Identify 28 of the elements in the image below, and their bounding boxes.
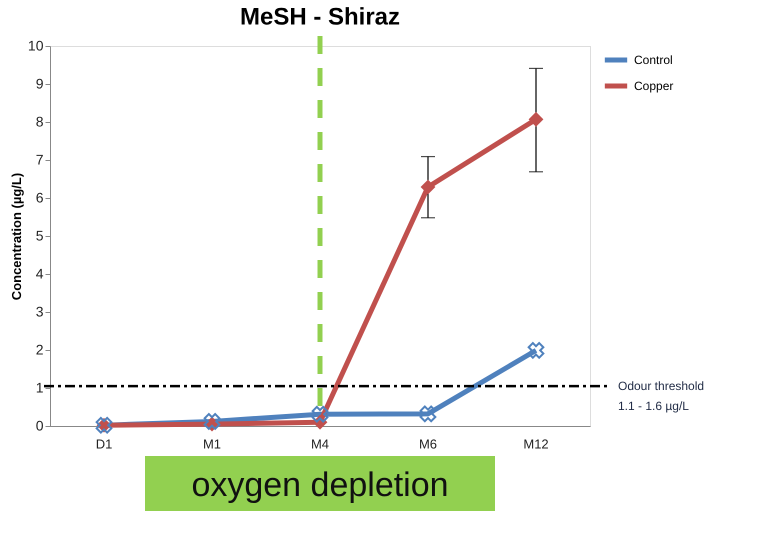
y-tick-label: 6 bbox=[36, 190, 44, 206]
y-tick-label: 5 bbox=[36, 228, 44, 244]
x-tick-label: M4 bbox=[310, 436, 330, 452]
ref-line-label: Odour threshold 1.1 - 1.6 µg/L bbox=[618, 379, 704, 414]
point bbox=[204, 413, 220, 430]
x-tick-label: M12 bbox=[523, 436, 549, 452]
y-axis-title: Concentration (µg/L) bbox=[8, 172, 24, 300]
y-tick-label: 2 bbox=[36, 342, 44, 358]
y-tick-label: 1 bbox=[36, 380, 44, 396]
y-tick-label: 8 bbox=[36, 114, 44, 130]
y-tick-label: 9 bbox=[36, 76, 44, 92]
chart-title: MeSH - Shiraz bbox=[240, 4, 400, 30]
point bbox=[312, 406, 328, 423]
point bbox=[420, 180, 436, 194]
point bbox=[528, 342, 544, 359]
y-tick-label: 3 bbox=[36, 304, 44, 320]
x-tick-label: M6 bbox=[418, 436, 438, 452]
legend-label: Copper bbox=[634, 79, 674, 93]
x-tick-label: D1 bbox=[96, 436, 112, 452]
ref-line-label: oxygen depletion bbox=[191, 466, 449, 504]
y-tick-label: 10 bbox=[28, 38, 44, 54]
y-tick-label: 7 bbox=[36, 152, 44, 168]
y-tick-label: 0 bbox=[36, 418, 44, 434]
x-tick-label: M1 bbox=[202, 436, 222, 452]
point bbox=[420, 406, 436, 422]
legend-label: Control bbox=[634, 53, 673, 67]
point bbox=[528, 112, 544, 127]
y-tick-label: 4 bbox=[36, 266, 44, 282]
